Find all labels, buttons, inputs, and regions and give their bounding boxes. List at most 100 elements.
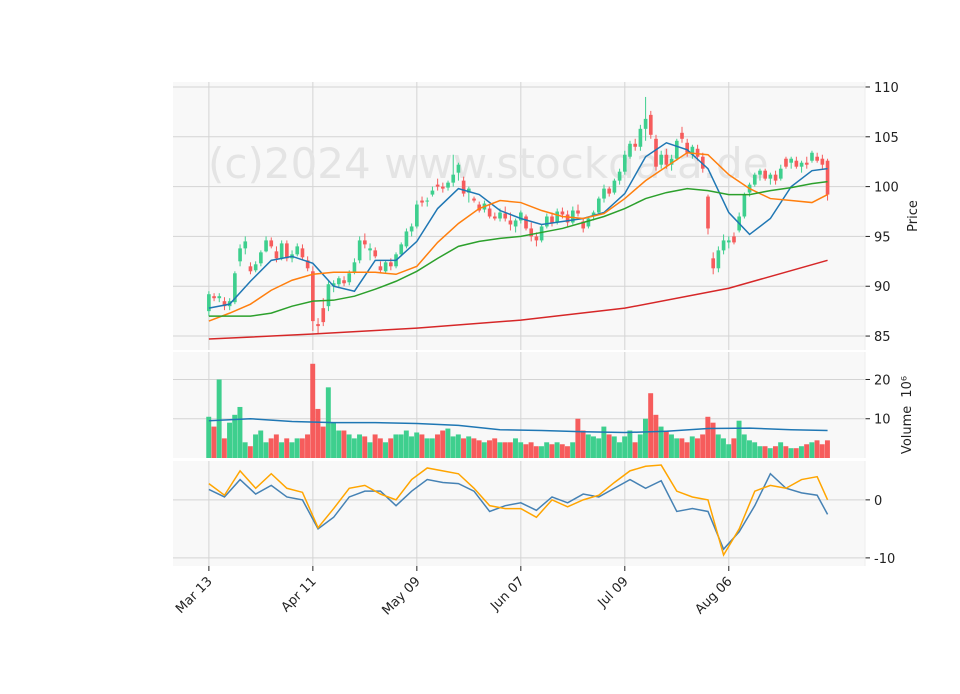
volume-bar	[398, 434, 404, 458]
candle-body	[493, 216, 497, 219]
volume-bar	[341, 430, 347, 458]
volume-bar	[544, 442, 550, 458]
candle-body	[602, 188, 606, 199]
volume-bar	[507, 442, 513, 458]
candle-body	[752, 174, 757, 185]
volume-bar	[694, 438, 700, 458]
candle-body	[300, 248, 305, 258]
candle-body	[461, 180, 466, 194]
volume-bar	[445, 428, 451, 458]
candle-body	[352, 262, 357, 273]
y-tick-label: 10	[874, 413, 891, 428]
volume-bar	[294, 438, 300, 458]
candle-body	[259, 252, 263, 264]
volume-bar	[611, 436, 617, 458]
candle-body	[607, 188, 612, 194]
line	[208, 259, 828, 340]
candle-body	[758, 170, 762, 175]
volume-bar	[809, 442, 815, 458]
volume-bar	[476, 440, 482, 458]
candle-body	[690, 146, 695, 155]
volume-bar	[585, 434, 591, 458]
volume-bar	[455, 434, 461, 458]
candle-body	[498, 212, 502, 219]
candle-body	[529, 228, 534, 237]
volume-bar	[622, 436, 628, 458]
volume-bar	[772, 446, 778, 458]
candle-body	[669, 158, 674, 165]
volume-bar	[310, 363, 316, 458]
volume-bar	[601, 426, 607, 458]
y-tick-label: -10	[874, 552, 895, 567]
volume-bar	[284, 438, 290, 458]
candle-body	[695, 148, 700, 157]
candle-body	[732, 236, 736, 243]
volume-bar	[627, 430, 633, 458]
y-axis-scale: 10⁶	[900, 376, 915, 398]
volume-bar	[497, 442, 503, 458]
volume-bar	[263, 442, 269, 458]
y-tick-label: 90	[874, 280, 891, 295]
candle-body	[477, 204, 482, 211]
volume-bar	[403, 430, 409, 458]
y-tick-label: 110	[874, 81, 899, 96]
candle-body	[659, 154, 664, 165]
candle-body	[810, 152, 814, 161]
candle-body	[467, 188, 471, 193]
volume-bar	[258, 430, 264, 458]
candle-body	[799, 162, 804, 167]
candle-body	[373, 250, 378, 257]
candle-body	[700, 156, 705, 169]
volume-bar	[819, 444, 825, 458]
volume-bar	[668, 434, 674, 458]
candle-body	[591, 212, 596, 217]
volume-bar	[804, 444, 810, 458]
candle-body	[654, 138, 658, 167]
volume-bar	[741, 434, 747, 458]
volume-bar	[648, 393, 654, 458]
volume-bar	[746, 440, 752, 458]
candle-body	[326, 284, 331, 307]
candle-body	[222, 301, 227, 307]
candle-body	[825, 160, 830, 195]
candle-body	[295, 246, 300, 255]
candle-body	[378, 266, 383, 271]
line	[208, 472, 829, 551]
volume-bar	[461, 438, 466, 458]
macd-panel	[173, 461, 865, 566]
volume-bar	[596, 438, 602, 458]
volume-bar	[757, 446, 763, 458]
volume-bar	[762, 446, 768, 458]
candle-body	[347, 273, 352, 283]
candle-body	[742, 194, 747, 217]
candle-body	[233, 273, 237, 303]
volume-bar	[783, 446, 789, 458]
candle-body	[274, 251, 279, 259]
y-axis-label: Price	[906, 200, 921, 232]
volume-bar	[533, 446, 539, 458]
candle-body	[581, 221, 586, 229]
candle-body	[415, 204, 419, 227]
volume-bar	[591, 436, 596, 458]
candle-body	[425, 200, 430, 202]
volume-bar	[362, 436, 368, 458]
candle-body	[784, 158, 788, 167]
candle-body	[238, 248, 242, 262]
volume-bar	[216, 379, 222, 458]
volume-bar	[221, 438, 227, 458]
candle-body	[565, 214, 570, 223]
x-tick-label: Mar 13	[173, 574, 216, 617]
volume-bar	[299, 438, 305, 458]
volume-bar	[658, 426, 664, 458]
candle-body	[716, 250, 721, 269]
candle-body	[508, 220, 513, 225]
candle-body	[721, 240, 726, 251]
candle-body	[789, 158, 793, 163]
candle-body	[456, 164, 461, 173]
candle-body	[363, 240, 367, 245]
y-tick-label: 0	[874, 494, 882, 509]
volume-bar	[778, 442, 784, 458]
candle-body	[815, 156, 819, 161]
volume-bar	[502, 442, 508, 458]
